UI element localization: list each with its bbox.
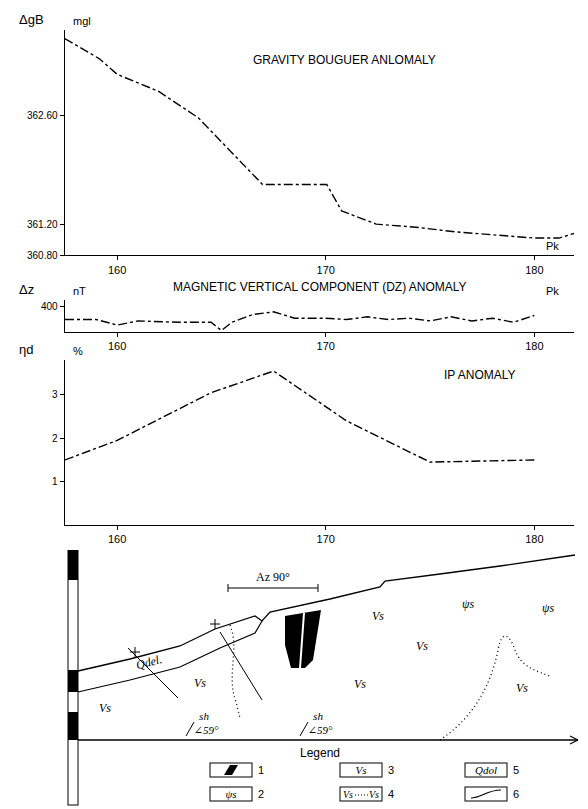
svg-text:Vs: Vs [99, 701, 111, 715]
svg-text:2: 2 [52, 433, 58, 444]
svg-text:Δz: Δz [19, 282, 34, 297]
svg-text:180: 180 [525, 533, 543, 545]
svg-text:ψs: ψs [542, 601, 554, 615]
svg-text:∠59°: ∠59° [308, 724, 333, 736]
svg-text:5: 5 [513, 764, 519, 776]
svg-text:170: 170 [317, 340, 335, 352]
svg-text:160: 160 [108, 264, 126, 276]
svg-text:MAGNETIC VERTICAL COMPONENT (D: MAGNETIC VERTICAL COMPONENT (DZ) ANOMALY [173, 280, 467, 294]
svg-text:6: 6 [513, 788, 519, 800]
svg-text:Az 90°: Az 90° [256, 570, 290, 584]
svg-text:GRAVITY BOUGUER ANLOMALY: GRAVITY BOUGUER ANLOMALY [253, 53, 436, 67]
svg-text:Qdol: Qdol [475, 764, 497, 776]
svg-text:Vs: Vs [372, 609, 384, 623]
svg-text:180: 180 [525, 264, 543, 276]
svg-text:IP ANOMALY: IP ANOMALY [444, 368, 516, 382]
svg-text:Qdel.: Qdel. [135, 652, 164, 672]
svg-text:Vs: Vs [194, 676, 206, 690]
svg-text:1: 1 [52, 476, 58, 487]
svg-text:180: 180 [525, 340, 543, 352]
svg-text:sh: sh [313, 710, 323, 722]
svg-text:362.60: 362.60 [27, 110, 58, 121]
svg-text:Vs: Vs [416, 639, 428, 653]
svg-text:1: 1 [258, 764, 264, 776]
svg-text:Vs: Vs [343, 789, 353, 800]
svg-text:Pk: Pk [546, 240, 559, 252]
svg-text:Vs: Vs [369, 789, 379, 800]
svg-text:170: 170 [317, 533, 335, 545]
svg-text:ψs: ψs [462, 597, 474, 611]
svg-text:Pk: Pk [546, 285, 559, 297]
svg-text:Vs: Vs [516, 681, 528, 695]
svg-text:400: 400 [41, 301, 58, 312]
svg-text:361.20: 361.20 [27, 219, 58, 230]
svg-text:∠59°: ∠59° [194, 724, 219, 736]
svg-text:ψs: ψs [225, 788, 236, 800]
svg-text:nT: nT [73, 285, 86, 297]
svg-text:%: % [73, 345, 83, 357]
svg-text:ηd: ηd [19, 342, 33, 357]
svg-text:3: 3 [52, 389, 58, 400]
svg-text:160: 160 [108, 340, 126, 352]
svg-text:Legend: Legend [300, 746, 340, 760]
svg-text:4: 4 [388, 788, 394, 800]
svg-text:3: 3 [388, 764, 394, 776]
svg-text:ΔgB: ΔgB [19, 12, 44, 27]
svg-text:Vs: Vs [354, 677, 366, 691]
svg-text:160: 160 [108, 533, 126, 545]
svg-text:360.80: 360.80 [27, 250, 58, 261]
svg-text:2: 2 [258, 788, 264, 800]
svg-text:mgl: mgl [73, 15, 91, 27]
svg-text:Vs: Vs [356, 764, 367, 776]
svg-text:sh: sh [199, 710, 209, 722]
svg-text:170: 170 [317, 264, 335, 276]
